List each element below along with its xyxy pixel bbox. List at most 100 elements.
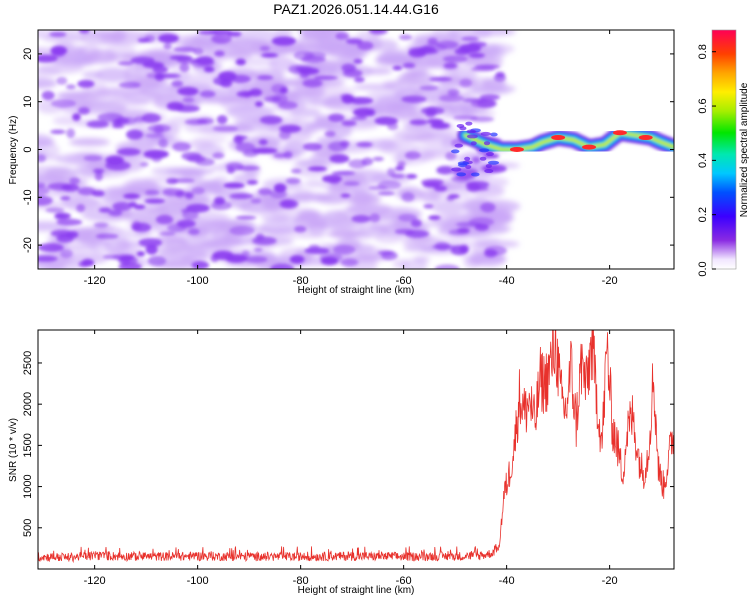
noise-blob xyxy=(166,178,179,185)
noise-haze-blob xyxy=(45,262,66,269)
noise-blob xyxy=(41,90,55,101)
noise-blob xyxy=(38,243,64,253)
noise-blob xyxy=(203,66,215,73)
noise-blob xyxy=(371,30,385,33)
noise-blob xyxy=(339,140,350,147)
spectrogram-ytick-label: 0 xyxy=(22,146,34,152)
noise-blob xyxy=(391,173,406,179)
noise-blob xyxy=(377,191,396,196)
noise-blob xyxy=(281,199,295,208)
noise-blob xyxy=(38,182,46,188)
noise-haze-blob xyxy=(38,30,52,39)
noise-blob xyxy=(198,30,218,35)
noise-blob xyxy=(78,30,90,34)
noise-blob xyxy=(377,250,395,255)
noise-haze-blob xyxy=(85,49,118,64)
noise-blob xyxy=(294,225,307,233)
noise-blob xyxy=(361,157,374,166)
signal-onset-blob xyxy=(466,129,477,134)
noise-blob xyxy=(434,264,460,269)
noise-blob xyxy=(116,116,137,125)
noise-blob xyxy=(171,80,184,88)
noise-blob xyxy=(429,77,453,82)
noise-blob xyxy=(243,90,252,98)
noise-blob xyxy=(38,255,58,262)
noise-haze-blob xyxy=(107,98,151,107)
noise-blob xyxy=(319,252,343,262)
noise-blob xyxy=(446,195,455,202)
signal-onset-blob xyxy=(484,169,494,174)
colorbar-label: Normalized spectral amplitude xyxy=(739,82,750,217)
noise-blob xyxy=(401,192,415,202)
noise-blob xyxy=(445,151,457,161)
noise-blob xyxy=(49,31,67,37)
signal-onset-blob xyxy=(470,141,477,146)
noise-haze-blob xyxy=(249,226,273,234)
noise-blob xyxy=(331,171,356,176)
noise-blob xyxy=(176,219,196,228)
noise-blob xyxy=(181,151,202,161)
signal-onset-blob xyxy=(487,160,500,165)
noise-haze-blob xyxy=(376,51,407,64)
noise-blob xyxy=(191,187,205,195)
noise-blob xyxy=(145,133,165,138)
noise-blob xyxy=(345,38,363,45)
noise-blob xyxy=(195,157,215,167)
noise-blob xyxy=(419,85,439,91)
signal-onset-blob xyxy=(483,141,491,146)
noise-blob xyxy=(191,260,210,269)
noise-blob xyxy=(213,196,226,205)
noise-blob xyxy=(335,32,350,40)
snr-xtick-label: -60 xyxy=(396,575,412,587)
noise-blob xyxy=(95,233,119,240)
noise-blob xyxy=(257,75,274,81)
signal-onset-blob xyxy=(470,172,480,177)
noise-blob xyxy=(442,55,468,63)
noise-blob xyxy=(246,180,258,185)
noise-blob xyxy=(398,213,417,222)
noise-blob xyxy=(285,177,301,185)
snr-xtick-label: -40 xyxy=(499,575,515,587)
noise-blob xyxy=(352,107,374,117)
noise-blob xyxy=(404,151,421,160)
noise-blob xyxy=(259,45,270,52)
signal-onset-blob xyxy=(480,131,492,136)
noise-haze-blob xyxy=(233,30,281,44)
noise-blob xyxy=(50,99,77,108)
noise-blob xyxy=(138,238,163,248)
noise-blob xyxy=(349,96,374,105)
noise-blob xyxy=(387,167,396,177)
signal-onset-blob xyxy=(456,172,467,177)
noise-haze-blob xyxy=(211,229,234,242)
noise-blob xyxy=(78,107,90,115)
noise-blob xyxy=(436,166,454,175)
noise-blob xyxy=(420,106,445,116)
noise-blob xyxy=(244,255,268,263)
noise-blob xyxy=(38,154,47,163)
noise-blob xyxy=(105,160,131,171)
noise-blob xyxy=(434,242,451,251)
signal-onset-blob xyxy=(457,161,470,166)
snr-ytick-label: 2000 xyxy=(22,392,34,416)
noise-blob xyxy=(372,156,384,162)
spectrogram-ytick-label: -10 xyxy=(22,189,34,205)
signal-onset-blob xyxy=(464,156,471,161)
noise-haze-blob xyxy=(413,255,431,263)
noise-blob xyxy=(102,254,121,260)
noise-blob xyxy=(461,36,479,42)
noise-haze-blob xyxy=(115,229,144,239)
noise-haze-blob xyxy=(180,252,210,263)
noise-haze-blob xyxy=(324,44,370,59)
noise-blob xyxy=(152,66,168,74)
noise-blob xyxy=(333,244,356,255)
noise-blob xyxy=(158,33,179,43)
spectrogram-x-axis-label: Height of straight line (km) xyxy=(298,285,415,296)
noise-blob xyxy=(340,258,359,267)
colorbar-gradient xyxy=(712,30,736,269)
noise-blob xyxy=(143,149,169,159)
noise-blob xyxy=(45,207,65,213)
signal-onset-blob xyxy=(451,149,460,154)
noise-blob xyxy=(125,129,144,140)
noise-blob xyxy=(270,263,295,269)
signal-peak xyxy=(551,135,566,141)
